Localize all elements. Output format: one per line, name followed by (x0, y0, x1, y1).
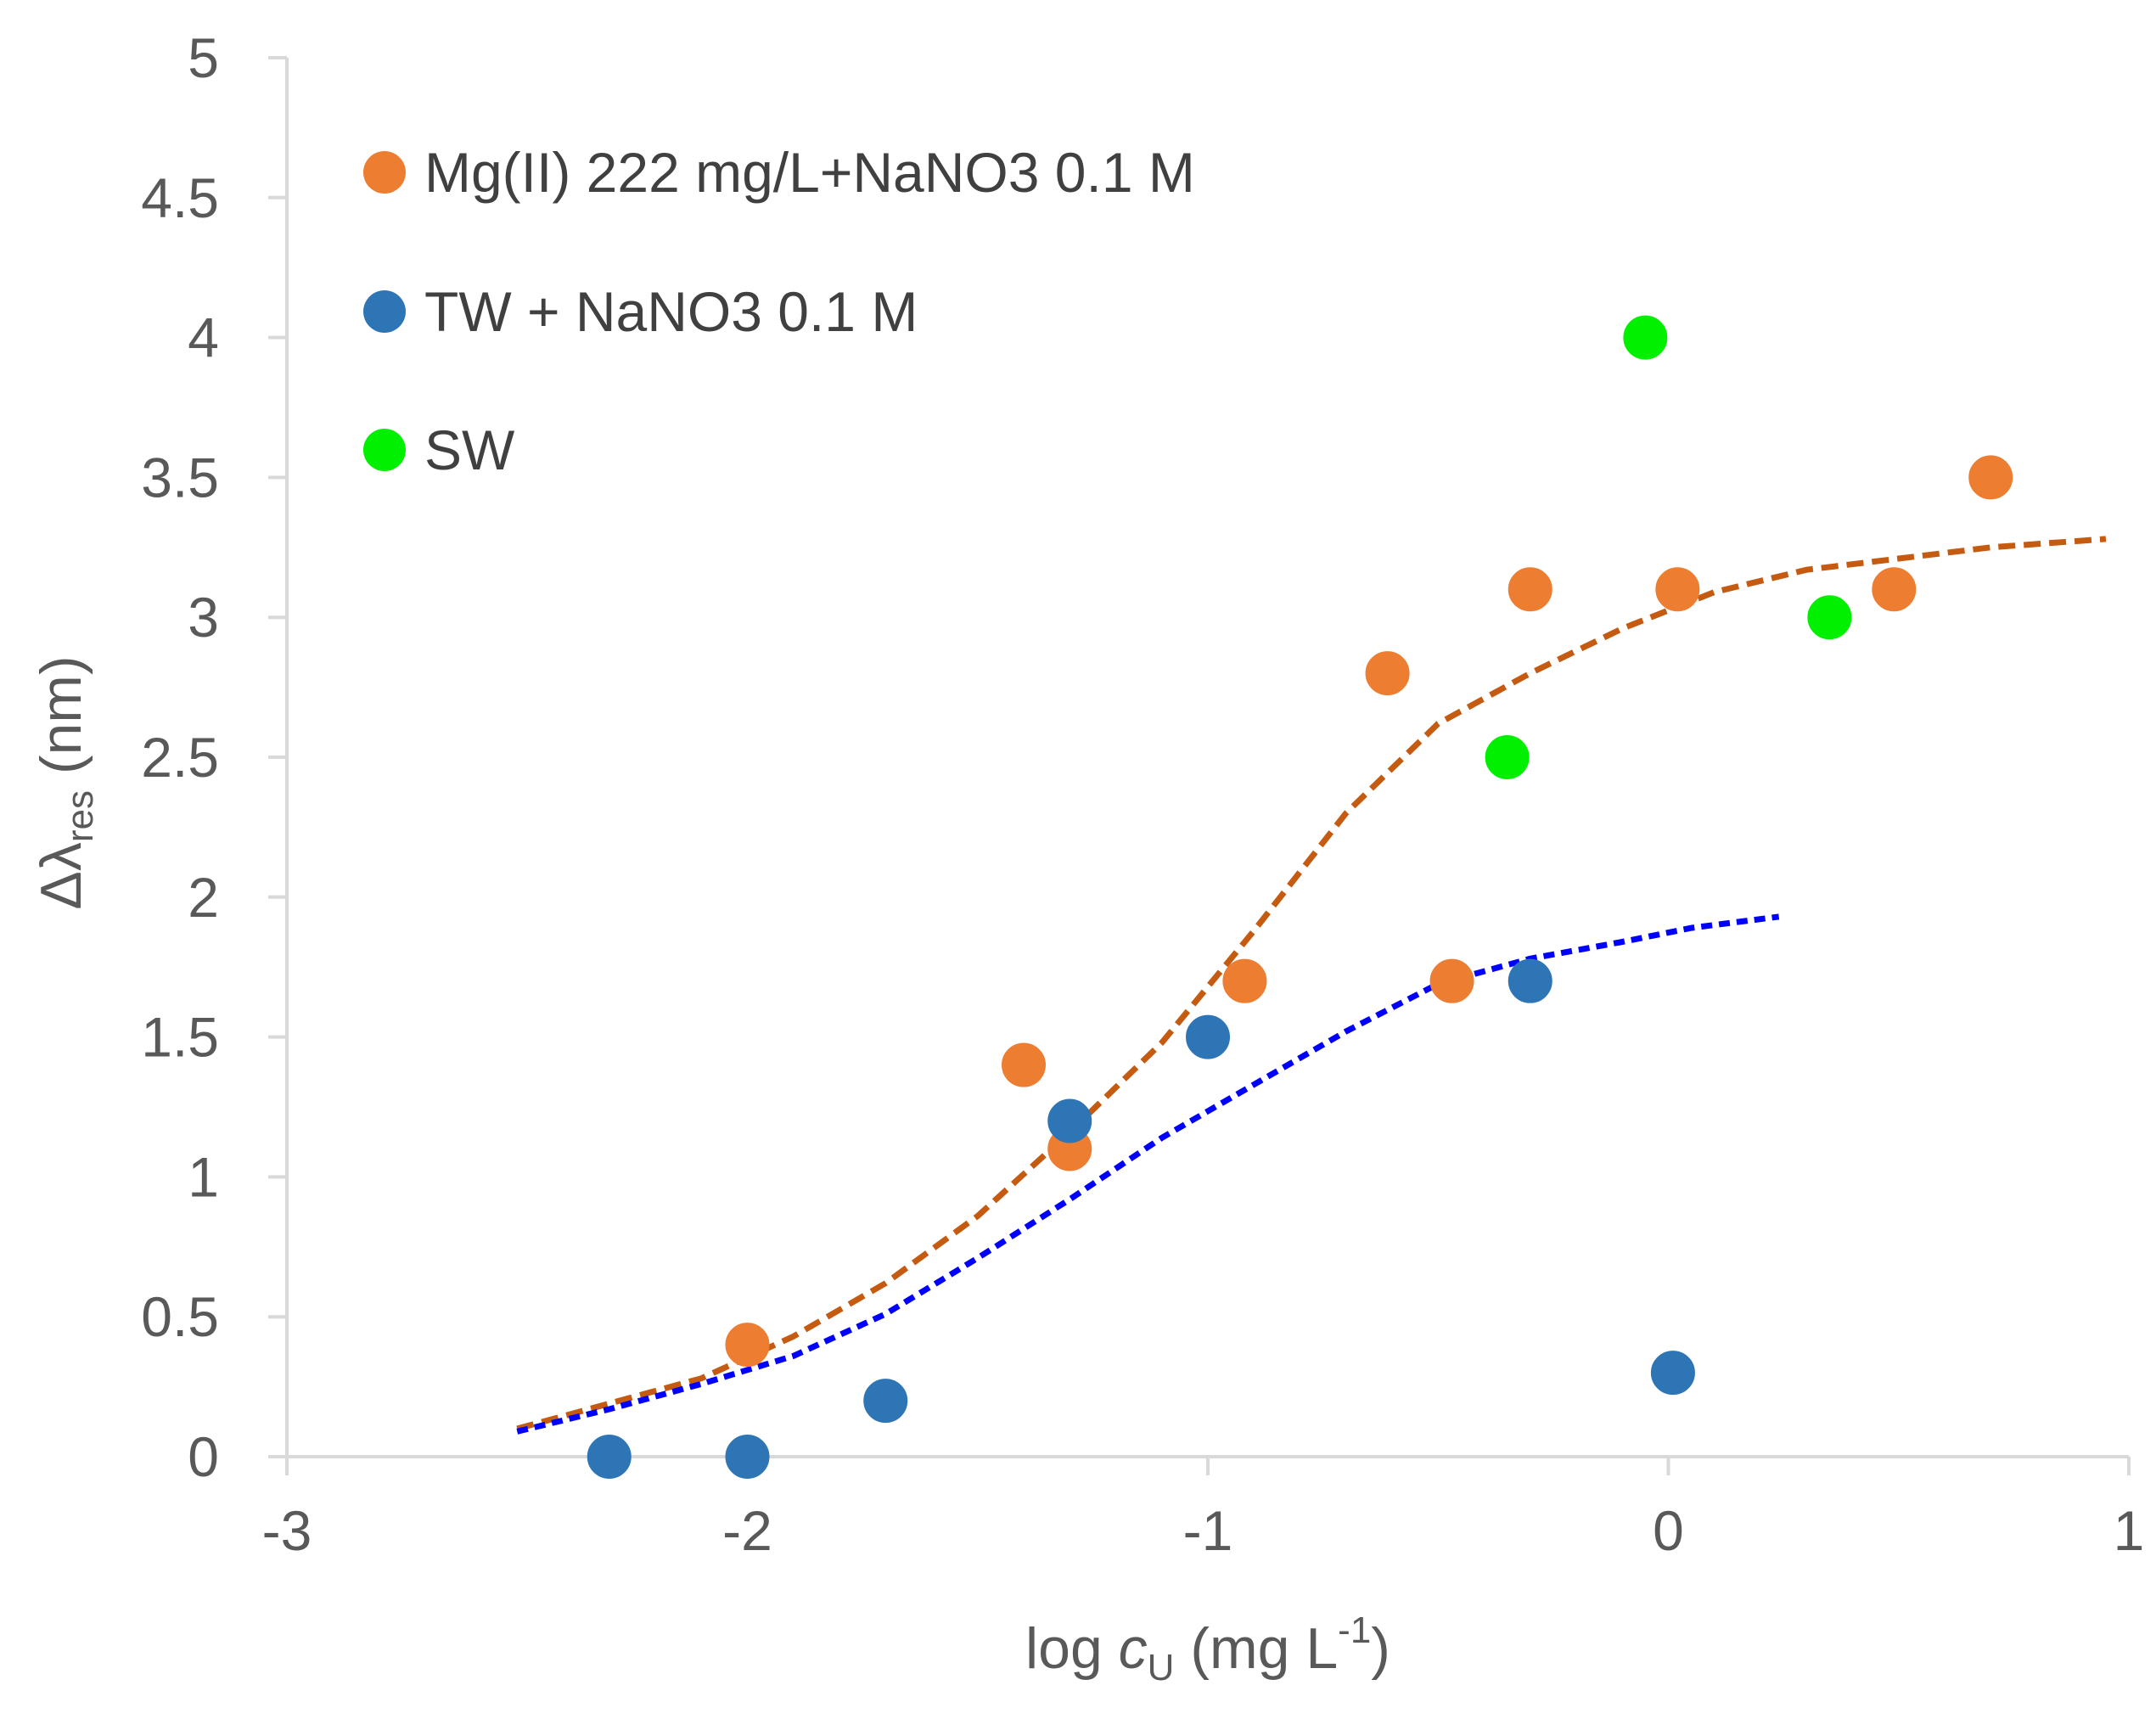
y-tick-label: 5 (188, 26, 219, 89)
y-tick-label: 2 (188, 866, 219, 929)
point-mg-ii-222-mg-l-nano3-0-1-m (1655, 567, 1700, 612)
point-mg-ii-222-mg-l-nano3-0-1-m (1365, 651, 1410, 696)
trend-line-2 (516, 913, 1780, 1435)
legend-label: SW (424, 419, 515, 481)
x-tick-label: 0 (1653, 1499, 1684, 1562)
point-mg-ii-222-mg-l-nano3-0-1-m (1222, 958, 1267, 1003)
legend-marker (363, 290, 406, 333)
trend-lines (516, 536, 2107, 1435)
point-mg-ii-222-mg-l-nano3-0-1-m (1508, 567, 1552, 612)
x-tick-label: -2 (722, 1499, 772, 1562)
point-tw-nano3-0-1-m (1650, 1351, 1695, 1396)
legend-marker (363, 151, 406, 194)
y-tick-label: 4.5 (141, 166, 219, 229)
point-sw (1485, 735, 1530, 779)
point-tw-nano3-0-1-m (725, 1435, 770, 1479)
y-tick-label: 3 (188, 586, 219, 649)
legend-label: Mg(II) 222 mg/L+NaNO3 0.1 M (424, 141, 1195, 204)
x-axis-title: log cU (mg L-1) (1025, 1609, 1390, 1688)
point-mg-ii-222-mg-l-nano3-0-1-m (1002, 1042, 1046, 1087)
tick-labels: -3 -2 -1 0 1 0 0.5 1 1.5 2 2.5 3 3.5 4 4.5 5 (141, 26, 2144, 1562)
legend-marker (363, 429, 406, 471)
point-tw-nano3-0-1-m (863, 1379, 908, 1424)
x-tick-label: -1 (1183, 1499, 1233, 1562)
point-sw (1807, 595, 1852, 640)
point-mg-ii-222-mg-l-nano3-0-1-m (725, 1323, 770, 1368)
data-points (587, 315, 2013, 1479)
point-mg-ii-222-mg-l-nano3-0-1-m (1429, 958, 1474, 1003)
y-tick-label: 2.5 (141, 726, 219, 789)
y-tick-label: 3.5 (141, 446, 219, 508)
point-tw-nano3-0-1-m (1047, 1098, 1092, 1143)
legend: Mg(II) 222 mg/L+NaNO3 0.1 M TW + NaNO3 0.… (363, 141, 1195, 481)
point-mg-ii-222-mg-l-nano3-0-1-m (1968, 455, 2013, 500)
x-tick-label: -3 (262, 1499, 312, 1562)
y-tick-label: 1.5 (141, 1006, 219, 1069)
x-tick-label: 1 (2114, 1499, 2145, 1562)
y-tick-label: 0 (188, 1425, 219, 1488)
axes (285, 58, 2129, 1458)
y-tick-label: 4 (188, 306, 219, 369)
trend-line-1 (516, 536, 2107, 1432)
y-axis-title: Δλres (nm) (29, 655, 101, 909)
y-tick-label: 1 (188, 1145, 219, 1208)
tick-marks (268, 56, 2131, 1475)
point-tw-nano3-0-1-m (1186, 1014, 1230, 1059)
point-sw (1623, 315, 1668, 360)
point-mg-ii-222-mg-l-nano3-0-1-m (1872, 567, 1917, 612)
point-tw-nano3-0-1-m (1508, 958, 1552, 1003)
point-tw-nano3-0-1-m (587, 1435, 632, 1479)
legend-label: TW + NaNO3 0.1 M (424, 280, 918, 343)
y-tick-label: 0.5 (141, 1285, 219, 1348)
